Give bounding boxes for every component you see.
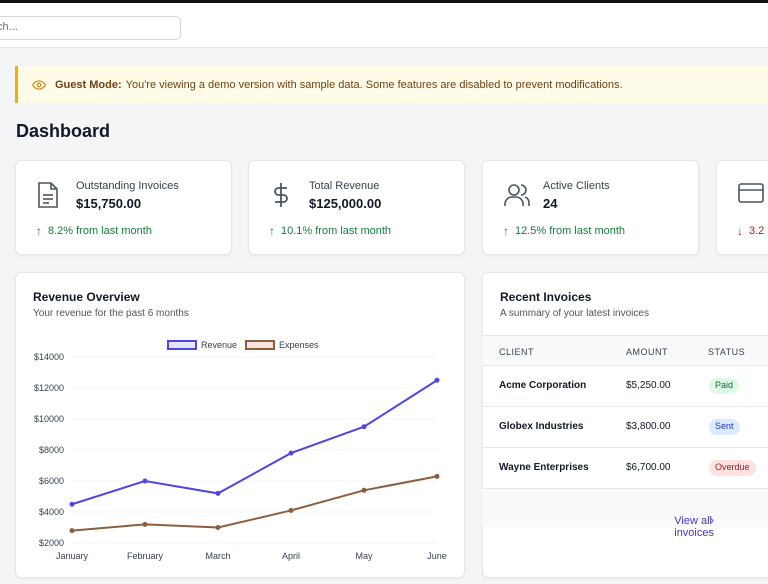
arrow-up-icon: ↑ xyxy=(36,224,42,238)
stat-value: $15,750.00 xyxy=(76,196,142,211)
series-line-expenses xyxy=(71,475,438,532)
arrow-up-icon: ↑ xyxy=(503,224,509,238)
x-tick-label: January xyxy=(56,551,89,561)
view-all-invoices-link[interactable]: View all invoices › xyxy=(482,489,768,539)
chart-legend: Revenue Expenses xyxy=(167,340,319,350)
x-tick-label: May xyxy=(355,551,373,561)
invoices-table-header: CLIENT AMOUNT STATUS xyxy=(482,335,768,366)
x-tick-label: April xyxy=(282,551,300,561)
stat-trend: ↑ 8.2% from last month xyxy=(36,224,152,238)
x-tick-label: February xyxy=(127,551,164,561)
stat-trend-text: 8.2% from last month xyxy=(48,225,152,237)
invoice-amount: $3,800.00 xyxy=(626,421,671,432)
data-point-expenses xyxy=(434,473,440,479)
y-tick-label: $10000 xyxy=(34,414,64,424)
data-point-revenue xyxy=(288,450,294,456)
invoice-amount: $6,700.00 xyxy=(626,462,671,473)
legend-swatch-revenue xyxy=(167,340,197,350)
invoice-client: Wayne Enterprises xyxy=(499,462,589,473)
guest-mode-banner: Guest Mode: You're viewing a demo versio… xyxy=(15,66,768,103)
stat-card-revenue[interactable]: Total Revenue $125,000.00 ↑ 10.1% from l… xyxy=(248,160,465,255)
column-header-client: CLIENT xyxy=(499,347,535,357)
eye-icon xyxy=(32,79,46,90)
credit-card-icon xyxy=(738,183,764,203)
y-tick-label: $14000 xyxy=(34,352,64,362)
data-point-expenses xyxy=(215,525,221,530)
y-tick-label: $12000 xyxy=(34,383,64,393)
revenue-panel-title: Revenue Overview xyxy=(33,290,140,304)
data-point-expenses xyxy=(142,521,148,527)
stat-card-outstanding[interactable]: Outstanding Invoices $15,750.00 ↑ 8.2% f… xyxy=(15,160,232,255)
y-tick-label: $2000 xyxy=(39,538,64,548)
series-line-revenue xyxy=(71,379,438,506)
arrow-up-icon: ↑ xyxy=(269,224,275,238)
status-badge: Overdue xyxy=(709,460,756,476)
stat-label: Active Clients xyxy=(543,180,610,192)
revenue-overview-card xyxy=(15,272,465,578)
legend-label-expenses: Expenses xyxy=(279,340,319,350)
data-point-revenue xyxy=(142,478,148,484)
status-badge: Sent xyxy=(709,419,740,435)
chevron-right-icon: › xyxy=(710,515,714,527)
data-point-revenue xyxy=(69,501,75,507)
invoice-client: Globex Industries xyxy=(499,421,584,432)
stat-label: Total Revenue xyxy=(309,180,380,192)
stat-trend-text: 3.2 xyxy=(749,225,765,237)
stat-value: $125,000.00 xyxy=(309,196,382,211)
stat-trend: ↑ 12.5% from last month xyxy=(503,224,625,238)
arrow-down-icon: ↓ xyxy=(737,224,743,238)
y-tick-label: $6000 xyxy=(39,476,64,486)
table-row[interactable]: Wayne Enterprises $6,700.00 Overdue xyxy=(482,448,768,489)
stat-trend: ↓ 3.2 xyxy=(737,224,764,238)
users-icon xyxy=(504,184,530,206)
dollar-icon xyxy=(274,183,288,207)
top-bar: ch... xyxy=(0,0,768,48)
banner-message: You're viewing a demo version with sampl… xyxy=(125,78,623,91)
search-input[interactable]: ch... xyxy=(0,16,181,40)
invoices-panel-title: Recent Invoices xyxy=(500,290,592,304)
view-all-label: View all invoices xyxy=(674,515,714,539)
stat-trend: ↑ 10.1% from last month xyxy=(269,224,391,238)
stat-card-partial[interactable]: ↓ 3.2 xyxy=(716,160,768,255)
stat-label: Outstanding Invoices xyxy=(76,180,179,192)
status-badge: Paid xyxy=(709,378,740,394)
document-icon xyxy=(38,182,58,208)
invoice-client: Acme Corporation xyxy=(499,380,587,391)
data-point-expenses xyxy=(69,528,75,534)
table-row[interactable]: Globex Industries $3,800.00 Sent xyxy=(482,407,768,448)
table-row[interactable]: Acme Corporation $5,250.00 Paid xyxy=(482,366,768,407)
page-title: Dashboard xyxy=(16,121,111,141)
data-point-expenses xyxy=(361,487,367,493)
banner-title: Guest Mode: xyxy=(55,78,122,91)
column-header-amount: AMOUNT xyxy=(626,347,668,357)
stat-value: 24 xyxy=(543,196,558,211)
legend-swatch-expenses xyxy=(245,340,276,350)
stat-trend-text: 12.5% from last month xyxy=(515,225,626,237)
stat-trend-text: 10.1% from last month xyxy=(281,225,392,237)
invoices-panel-subtitle: A summary of your latest invoices xyxy=(500,308,649,319)
legend-label-revenue: Revenue xyxy=(201,340,238,350)
data-point-expenses xyxy=(288,507,294,513)
x-tick-label: March xyxy=(205,551,230,561)
y-tick-label: $4000 xyxy=(39,507,64,517)
x-tick-label: June xyxy=(427,551,447,561)
data-point-revenue xyxy=(434,377,440,383)
invoice-amount: $5,250.00 xyxy=(626,380,671,391)
stat-card-clients[interactable]: Active Clients 24 ↑ 12.5% from last mont… xyxy=(482,160,699,255)
revenue-panel-subtitle: Your revenue for the past 6 months xyxy=(33,308,189,319)
data-point-revenue xyxy=(361,424,367,430)
revenue-line-chart: $2000 $4000 $6000 $8000 $10000 $12000 $14000 Ja… xyxy=(34,352,447,561)
data-point-revenue xyxy=(215,490,221,496)
column-header-status: STATUS xyxy=(708,347,746,357)
y-tick-label: $8000 xyxy=(39,445,64,455)
